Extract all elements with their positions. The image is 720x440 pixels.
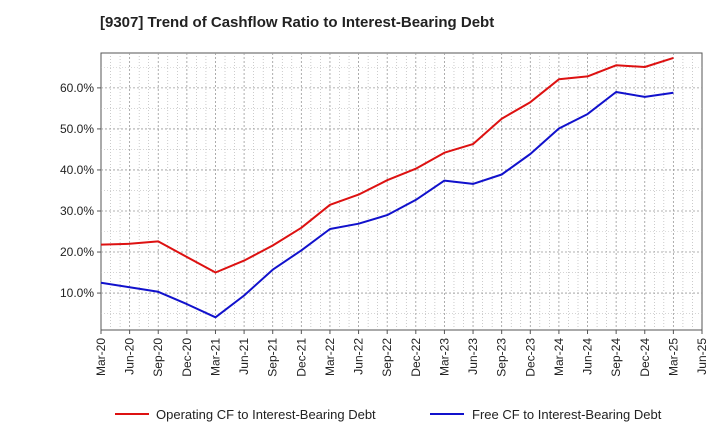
y-tick-label: 20.0%	[60, 245, 94, 259]
y-tick-label: 10.0%	[60, 286, 94, 300]
legend: Operating CF to Interest-Bearing Debt Fre…	[115, 407, 662, 422]
x-tick-label: Jun-25	[695, 338, 709, 375]
legend-label-1: Free CF to Interest-Bearing Debt	[472, 407, 662, 422]
axis-layer: Mar-20 Jun-20 Sep-20 Dec-20 Mar-21 Jun-21 Sep-…	[60, 81, 709, 377]
x-tick-label: Jun-23	[466, 338, 480, 375]
x-tick-label: Mar-23	[437, 338, 451, 376]
y-tick-label: 30.0%	[60, 204, 94, 218]
x-tick-label: Sep-21	[266, 338, 280, 377]
x-tick-label: Sep-24	[609, 338, 623, 377]
x-tick-label: Jun-22	[352, 338, 366, 375]
y-tick-label: 60.0%	[60, 81, 94, 95]
chart-title: [9307] Trend of Cashflow Ratio to Intere…	[100, 14, 495, 31]
grid-layer	[101, 53, 702, 330]
x-tick-label: Sep-23	[495, 338, 509, 377]
y-tick-label: 40.0%	[60, 163, 94, 177]
x-tick-label: Jun-20	[123, 338, 137, 375]
y-tick-label: 50.0%	[60, 122, 94, 136]
x-tick-label: Sep-20	[151, 338, 165, 377]
x-tick-label: Mar-21	[208, 338, 222, 376]
x-tick-label: Sep-22	[380, 338, 394, 377]
x-tick-label: Jun-21	[237, 338, 251, 375]
series-line-0	[100, 56, 674, 274]
x-tick-label: Mar-25	[666, 338, 680, 376]
plot-area	[100, 52, 703, 331]
x-tick-label: Jun-24	[581, 338, 595, 375]
x-tick-label: Mar-24	[552, 338, 566, 376]
legend-label-0: Operating CF to Interest-Bearing Debt	[156, 407, 376, 422]
x-tick-label: Dec-20	[180, 338, 194, 377]
x-tick-label: Dec-21	[294, 338, 308, 377]
series-line-1	[100, 91, 674, 319]
x-tick-label: Dec-24	[638, 338, 652, 377]
x-tick-label: Dec-22	[409, 338, 423, 377]
series-layer	[100, 56, 674, 319]
x-tick-label: Dec-23	[523, 338, 537, 377]
x-tick-label: Mar-22	[323, 338, 337, 376]
x-tick-label: Mar-20	[94, 338, 108, 376]
